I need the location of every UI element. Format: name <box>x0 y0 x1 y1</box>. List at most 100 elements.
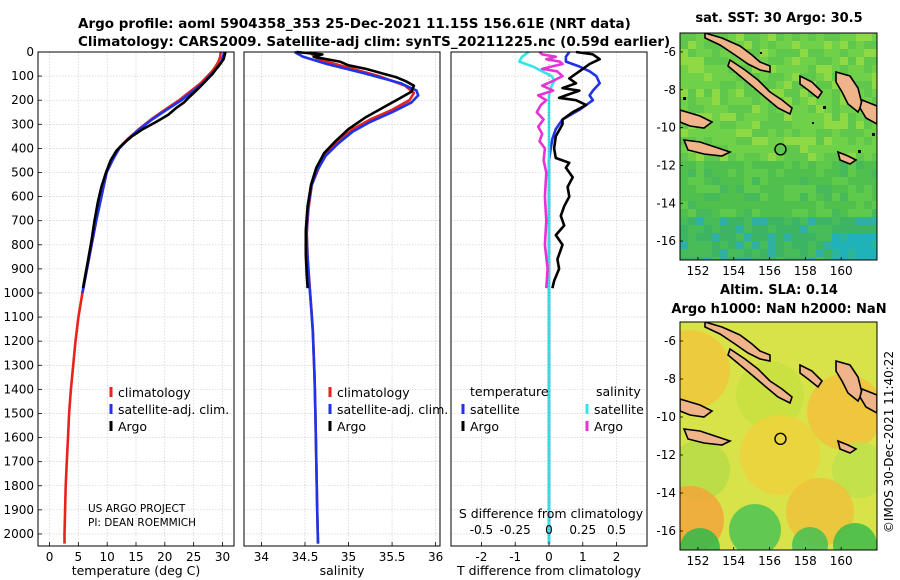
sst-cell <box>800 97 808 105</box>
sst-cell <box>728 201 736 209</box>
sst-cell <box>712 225 720 233</box>
sst-cell <box>744 121 752 129</box>
sst-cell <box>744 105 752 113</box>
depth-tick-label: 1500 <box>3 406 34 420</box>
sst-cell <box>696 217 704 225</box>
sla-heat-blobs <box>680 330 877 550</box>
sst-cell <box>688 81 696 89</box>
sst-cell <box>832 153 840 161</box>
sst-cell <box>856 241 864 249</box>
sst-cell <box>800 241 808 249</box>
sst-cell <box>784 65 792 73</box>
sst-cell <box>824 217 832 225</box>
sst-cell <box>856 209 864 217</box>
map-ytick-label: -12 <box>656 448 676 462</box>
depth-tick-label: 1200 <box>3 334 34 348</box>
salinity-xlabel: salinity <box>320 563 365 578</box>
sst-cell <box>848 49 856 57</box>
sst-cell <box>848 217 856 225</box>
sst-cell <box>688 193 696 201</box>
sst-cell <box>752 33 760 41</box>
sst-cell <box>824 153 832 161</box>
sst-cell <box>760 57 768 65</box>
sst-cell <box>792 209 800 217</box>
sst-cell <box>776 89 784 97</box>
sst-cell <box>696 105 704 113</box>
s-diff-tick-label: 0.25 <box>569 523 596 537</box>
differences-series-t-satellite <box>547 51 602 544</box>
sst-cell <box>800 209 808 217</box>
sst-cell <box>792 169 800 177</box>
temperature-xtick-label: 25 <box>186 550 201 564</box>
sst-cell <box>752 249 760 257</box>
sst-cell <box>792 33 800 41</box>
map-xtick-label: 154 <box>722 554 745 568</box>
map-xtick-label: 154 <box>722 264 745 278</box>
sla-blob <box>740 415 820 495</box>
sla-map-axes: 152 154 156 158 160 -6 -8 -10 -12 -14 -16 <box>656 334 852 568</box>
depth-tick-label: 600 <box>11 190 34 204</box>
sst-cell <box>720 49 728 57</box>
sst-cell <box>696 65 704 73</box>
sst-cell <box>736 89 744 97</box>
sst-cell <box>696 161 704 169</box>
sst-cell <box>800 169 808 177</box>
sst-cell <box>872 185 877 193</box>
sst-cell <box>824 161 832 169</box>
sst-cell <box>792 233 800 241</box>
sst-cell <box>760 73 768 81</box>
map-xtick-label: 156 <box>758 554 781 568</box>
temperature-xtick-label: 0 <box>46 550 54 564</box>
sst-cell <box>728 89 736 97</box>
sla-coastlines <box>680 322 877 454</box>
sst-cell <box>784 249 792 257</box>
sst-cell <box>808 225 816 233</box>
differences-series-s-argo <box>535 51 564 289</box>
sst-cell <box>704 257 712 260</box>
sst-cell <box>808 145 816 153</box>
sst-cell <box>680 89 688 97</box>
sst-cell <box>688 33 696 41</box>
sst-cell <box>720 153 728 161</box>
sst-cell <box>776 153 784 161</box>
sst-cell <box>800 113 808 121</box>
sst-cell <box>736 209 744 217</box>
sst-cell <box>776 81 784 89</box>
differences-xtick-label: 0 <box>545 550 553 564</box>
sst-cell <box>728 105 736 113</box>
sst-cell <box>832 97 840 105</box>
map-xtick-label: 156 <box>758 264 781 278</box>
sst-cell <box>688 201 696 209</box>
sst-cell <box>808 161 816 169</box>
sst-cell <box>808 33 816 41</box>
sst-cell <box>800 129 808 137</box>
sst-cell <box>680 41 688 49</box>
map-ytick-label: -14 <box>656 196 676 210</box>
sst-cell <box>744 41 752 49</box>
sst-cell <box>696 257 704 260</box>
depth-tick-label: 2000 <box>3 527 34 541</box>
sst-cell <box>808 113 816 121</box>
sst-cell <box>872 193 877 201</box>
sst-cell <box>736 241 744 249</box>
sst-cell <box>776 233 784 241</box>
sst-cell <box>824 193 832 201</box>
sst-cell <box>800 73 808 81</box>
sst-cell <box>744 257 752 260</box>
sst-cell <box>808 73 816 81</box>
sst-cell <box>736 161 744 169</box>
sst-cell <box>712 169 720 177</box>
sst-cell <box>760 249 768 257</box>
sst-cell <box>760 233 768 241</box>
sst-cell <box>832 57 840 65</box>
sst-heat-cells <box>680 33 877 260</box>
sst-cell <box>744 249 752 257</box>
s-diff-axis-label: S difference from climatology <box>459 506 644 521</box>
sst-cell <box>864 81 872 89</box>
sst-cell <box>824 105 832 113</box>
sst-cell <box>832 209 840 217</box>
sst-cell <box>744 161 752 169</box>
sst-cell <box>744 33 752 41</box>
sst-cell <box>848 209 856 217</box>
sst-cell <box>744 97 752 105</box>
